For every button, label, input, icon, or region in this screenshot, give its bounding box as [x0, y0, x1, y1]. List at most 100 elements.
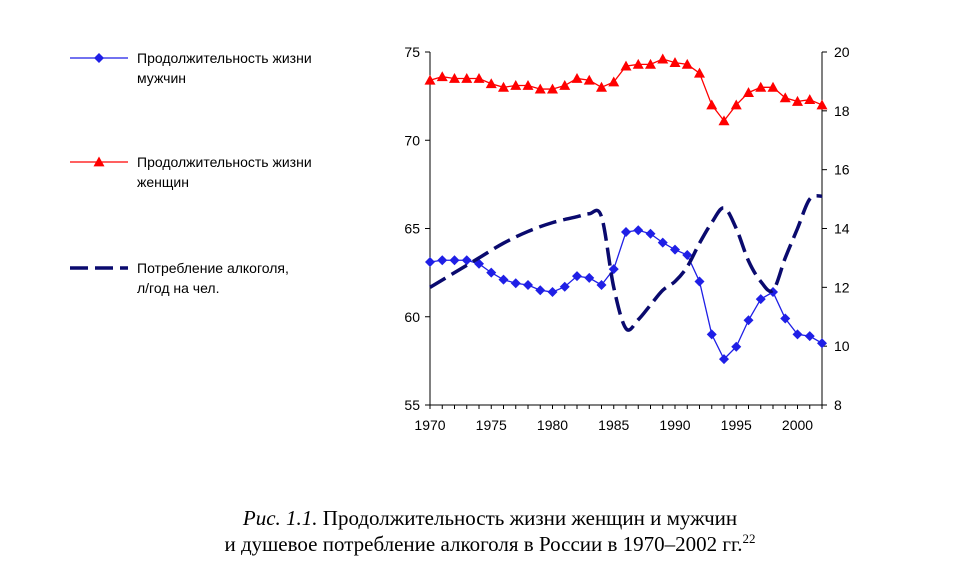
data-point [621, 227, 631, 238]
data-point [731, 341, 742, 352]
data-point [694, 67, 705, 78]
x-tick-label: 1980 [537, 417, 568, 433]
series-3 [429, 194, 823, 332]
legend-marker [94, 53, 104, 63]
data-point [485, 78, 497, 89]
figure-caption: Рис. 1.1. Продолжительность жизни женщин… [0, 505, 980, 557]
legend-label: женщин [137, 174, 189, 190]
data-point [743, 87, 754, 97]
data-point [559, 281, 570, 292]
data-point [706, 329, 717, 340]
data-point [694, 276, 705, 287]
data-point [670, 244, 680, 255]
data-point [632, 58, 644, 69]
series-line [429, 229, 823, 361]
x-tick-label: 1975 [476, 417, 507, 433]
data-point [571, 72, 583, 83]
data-point [608, 264, 619, 275]
legend-label: л/год на чел. [137, 280, 219, 296]
y-left-tick-label: 70 [404, 132, 420, 148]
chart: Продолжительность жизнимужчинПродолжител… [70, 44, 850, 433]
data-point [498, 274, 509, 285]
data-point [437, 255, 448, 266]
caption-text-2: и душевое потребление алкоголя в России … [224, 532, 743, 556]
data-point [804, 94, 816, 105]
y-right-tick-label: 10 [834, 338, 850, 354]
x-tick-label: 1990 [659, 417, 690, 433]
y-right-tick-label: 12 [834, 279, 850, 295]
x-tick-label: 2000 [782, 417, 813, 433]
series-2 [424, 53, 828, 126]
y-left-tick-label: 75 [404, 44, 420, 60]
caption-footnote: 22 [742, 531, 756, 546]
series-line [429, 194, 823, 332]
data-point [743, 315, 754, 326]
data-point [719, 354, 729, 365]
caption-line-1: Рис. 1.1. Продолжительность жизни женщин… [0, 505, 980, 531]
data-point [657, 237, 668, 248]
data-point [792, 95, 803, 106]
caption-prefix: Рис. 1.1. [242, 506, 318, 530]
series-layer [424, 53, 828, 365]
data-point [547, 83, 558, 94]
data-point [645, 58, 656, 69]
data-point [461, 72, 473, 83]
data-point [780, 313, 791, 324]
data-point [572, 271, 582, 282]
x-tick-label: 1995 [721, 417, 752, 433]
data-point [510, 278, 521, 289]
data-point [755, 294, 766, 305]
legend-item-1: Продолжительность жизни мужчин [70, 50, 312, 86]
data-point [633, 225, 644, 236]
data-point [547, 287, 558, 298]
data-point [596, 81, 607, 92]
data-point [767, 81, 779, 92]
data-point [682, 249, 693, 260]
legend-item-3: Потребление алкоголя, л/год на чел. [70, 260, 289, 296]
y-left-tick-label: 55 [404, 397, 420, 413]
data-point [681, 58, 693, 69]
data-point [718, 115, 730, 126]
legend-label: Продолжительность жизни [137, 154, 312, 170]
data-point [473, 72, 485, 83]
caption-text-1: Продолжительность жизни женщин и мужчин [317, 506, 738, 530]
data-point [657, 53, 669, 64]
data-point [583, 74, 595, 85]
data-point [817, 338, 827, 349]
y-left-tick-label: 60 [404, 309, 420, 325]
legend-item-2: Продолжительность жизни женщин [70, 154, 312, 190]
legend-marker [93, 156, 105, 167]
data-point [449, 255, 460, 266]
data-point [424, 74, 436, 85]
axes: 55 60 65 70 75 8 10 12 14 16 18 20 1970 1975 1980 1985 1… [404, 44, 849, 433]
data-point [620, 60, 632, 71]
series-1 [425, 225, 827, 365]
data-point [596, 279, 607, 290]
data-point [534, 83, 546, 94]
data-point [461, 255, 472, 266]
y-right-tick-label: 8 [834, 397, 842, 413]
data-point [804, 331, 815, 342]
legend-label: Продолжительность жизни [137, 50, 312, 66]
y-right-tick-label: 14 [834, 221, 850, 237]
y-right-tick-label: 16 [834, 162, 850, 178]
caption-line-2: и душевое потребление алкоголя в России … [0, 531, 980, 557]
data-point [584, 272, 595, 283]
data-point [425, 257, 435, 268]
data-point [522, 80, 534, 90]
data-point [523, 279, 533, 290]
data-point [792, 329, 803, 340]
legend-label: Потребление алкоголя, [137, 260, 289, 276]
data-point [510, 80, 522, 90]
data-point [449, 72, 460, 83]
data-point [559, 80, 571, 90]
y-left-tick-label: 65 [404, 221, 420, 237]
data-point [730, 99, 742, 110]
data-point [816, 99, 828, 110]
data-point [706, 99, 718, 110]
data-point [645, 228, 656, 239]
y-right-tick-label: 18 [834, 103, 850, 119]
data-point [669, 57, 681, 67]
data-point [486, 267, 497, 278]
y-right-tick-label: 20 [834, 44, 850, 60]
